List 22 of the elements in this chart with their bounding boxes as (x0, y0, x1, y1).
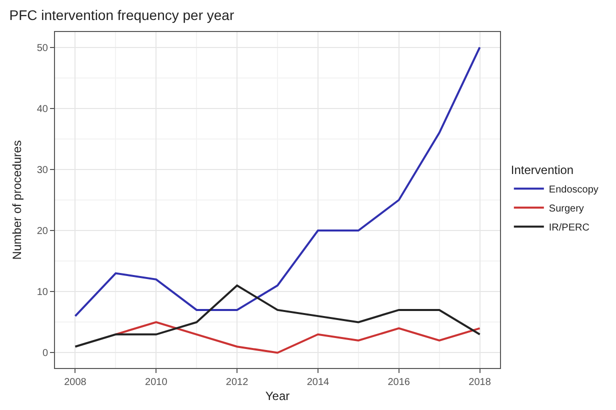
y-tick-label: 50 (36, 42, 48, 54)
legend-title: Intervention (510, 163, 574, 178)
y-tick-label: 10 (36, 287, 48, 298)
x-tick-label: 2018 (468, 377, 492, 388)
x-tick-label: 2016 (388, 377, 410, 388)
line-series (74, 284, 481, 348)
y-tick-label: 30 (36, 164, 48, 176)
legend-label: IR/PERC (548, 222, 590, 234)
line-series (114, 321, 481, 354)
x-tick-label: 2008 (64, 377, 87, 388)
x-tick-label: 2010 (145, 377, 168, 388)
legend-label: Endoscopy (548, 184, 598, 196)
x-tick-label: 2012 (226, 377, 249, 388)
legend-label: Surgery (548, 204, 584, 214)
x-axis-title: Year (265, 388, 290, 403)
y-axis-title: Number of procedures (10, 140, 24, 260)
y-tick-label: 0 (42, 348, 48, 360)
x-tick-label: 2014 (306, 377, 330, 388)
y-tick-label: 20 (36, 226, 48, 238)
y-tick-label: 40 (36, 104, 48, 115)
chart-title: PFC intervention frequency per year (9, 7, 234, 24)
line-series (74, 46, 481, 318)
